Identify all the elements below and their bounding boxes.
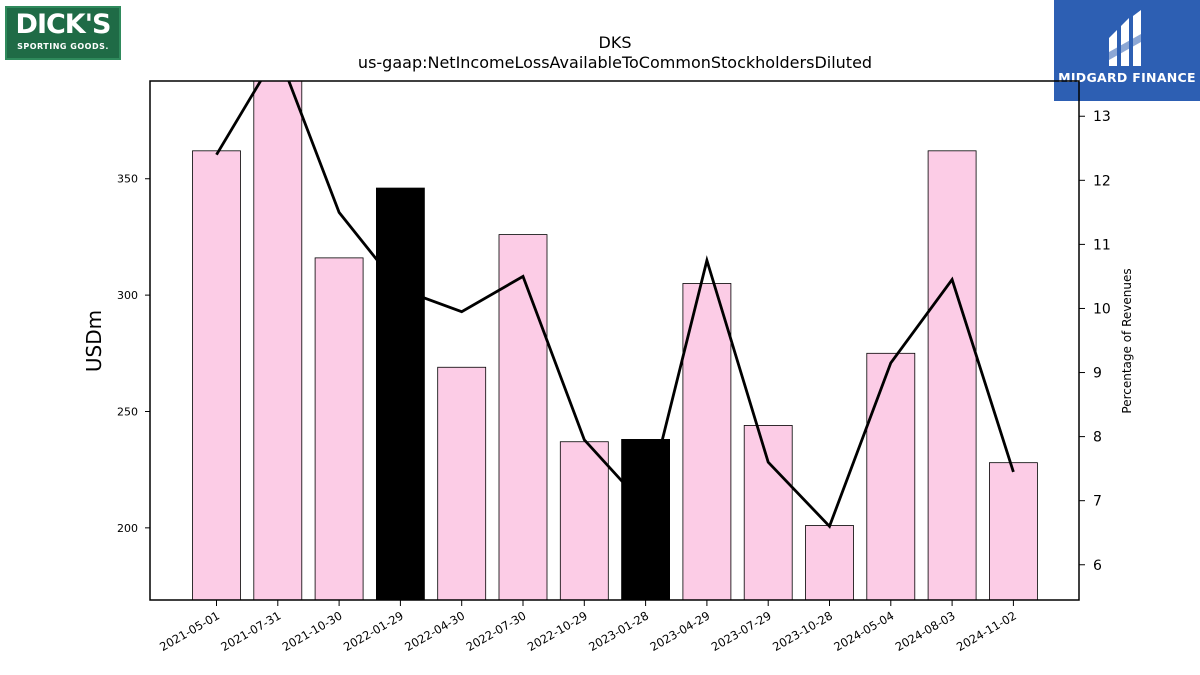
x-tick-label: 2023-07-29 [709,608,774,654]
bar-2022-01-29 [375,187,425,600]
x-tick-label: 2023-01-28 [586,608,651,654]
bar-2023-01-28 [621,439,670,600]
dicks-sporting-goods-logo: DICK'S SPORTING GOODS. [5,6,121,60]
bar-2022-07-30 [498,234,548,600]
chart-title: DKS [599,33,632,52]
y2-tick-label: 12 [1093,173,1111,189]
y2-axis-label: Percentage of Revenues [1120,268,1134,413]
x-tick-label: 2021-07-31 [218,608,283,654]
x-tick-label: 2021-10-30 [280,608,345,654]
plot-frame [149,80,1080,601]
bar-2022-04-30 [437,366,487,600]
logo-right-text: MIDGARD FINANCE [1058,70,1196,85]
x-tick-label: 2024-05-04 [831,608,896,654]
y2-tick-label: 10 [1093,301,1111,317]
y2-tick-label: 6 [1093,558,1102,574]
x-tick-label: 2022-10-29 [525,608,590,654]
bar-2024-05-04 [866,352,916,600]
bars-group [192,81,1038,600]
y2-tick-label: 7 [1093,494,1102,510]
bar-2023-07-29 [743,425,793,600]
x-tick-label: 2022-01-29 [341,608,406,654]
x-tick-label: 2021-05-01 [157,608,222,654]
bar-2022-10-29 [559,441,609,600]
y2-tick-label: 11 [1093,237,1111,253]
x-tick-label: 2022-04-30 [402,608,467,654]
bar-2023-10-28 [805,525,854,600]
logo-left-line2: SPORTING GOODS. [17,42,109,51]
y2-tick-label: 8 [1093,430,1102,446]
percentage-of-revenues-line [215,81,1015,529]
bar-2021-05-01 [192,150,241,600]
midgard-mark-icon [1109,10,1141,66]
x-tick-label: 2024-11-02 [954,608,1019,654]
bar-2023-04-29 [682,283,732,600]
y-tick-label: 300 [117,289,138,302]
y-tick-label: 350 [117,173,138,186]
y2-tick-label: 9 [1093,366,1102,382]
bar-2021-10-30 [314,257,364,600]
bar-2021-07-31 [253,81,303,600]
x-tick-label: 2022-07-30 [464,608,529,654]
y-tick-label: 250 [117,405,138,418]
x-tick-label: 2023-10-28 [770,608,835,654]
y2-tick-label: 13 [1093,109,1111,125]
line-group [215,81,1015,529]
bar-2024-08-03 [927,150,977,600]
logo-left-line1: DICK'S [15,9,112,40]
chart-subtitle: us-gaap:NetIncomeLossAvailableToCommonSt… [358,53,872,72]
y-tick-label: 200 [117,522,138,535]
x-tick-label: 2023-04-29 [648,608,713,654]
x-tick-label: 2024-08-03 [893,608,958,654]
bar-2024-11-02 [989,462,1038,600]
y-axis-label: USDm [82,310,106,372]
